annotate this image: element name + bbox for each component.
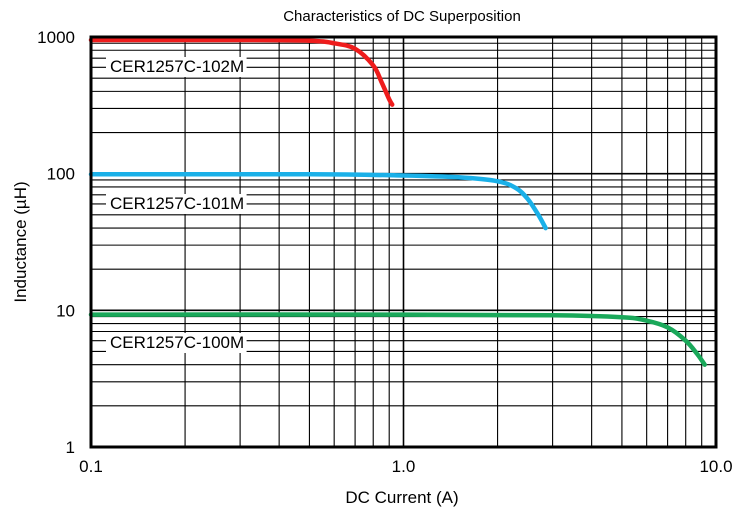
plot-frame <box>89 35 718 449</box>
series-label: CER1257C-101M <box>110 194 244 213</box>
x-axis-label: DC Current (A) <box>345 488 458 507</box>
series-line-2 <box>88 171 548 231</box>
series-lines <box>88 37 707 367</box>
x-tick-label: 0.1 <box>79 457 103 476</box>
x-tick-label: 1.0 <box>392 457 416 476</box>
y-axis-label: Inductance (µH) <box>11 181 30 302</box>
series-label: CER1257C-100M <box>110 333 244 352</box>
tick-labels: 0.1 1.0 10.0 1 10 100 1000 <box>37 28 732 476</box>
y-tick-label: 10 <box>56 301 75 320</box>
series-line-1 <box>88 37 395 107</box>
x-tick-label: 10.0 <box>699 457 732 476</box>
series-label-box <box>106 194 247 214</box>
series-label-box <box>106 333 247 353</box>
y-tick-label: 100 <box>47 165 75 184</box>
series-line-3 <box>88 312 707 367</box>
y-tick-label: 1000 <box>37 28 75 47</box>
series-label: CER1257C-102M <box>110 57 244 76</box>
grid <box>91 37 716 447</box>
chart-title: Characteristics of DC Superposition <box>283 8 521 25</box>
series-label-box <box>106 57 247 77</box>
y-tick-label: 1 <box>66 438 75 457</box>
series-labels: CER1257C-102M CER1257C-101M CER1257C-100M <box>106 57 247 353</box>
